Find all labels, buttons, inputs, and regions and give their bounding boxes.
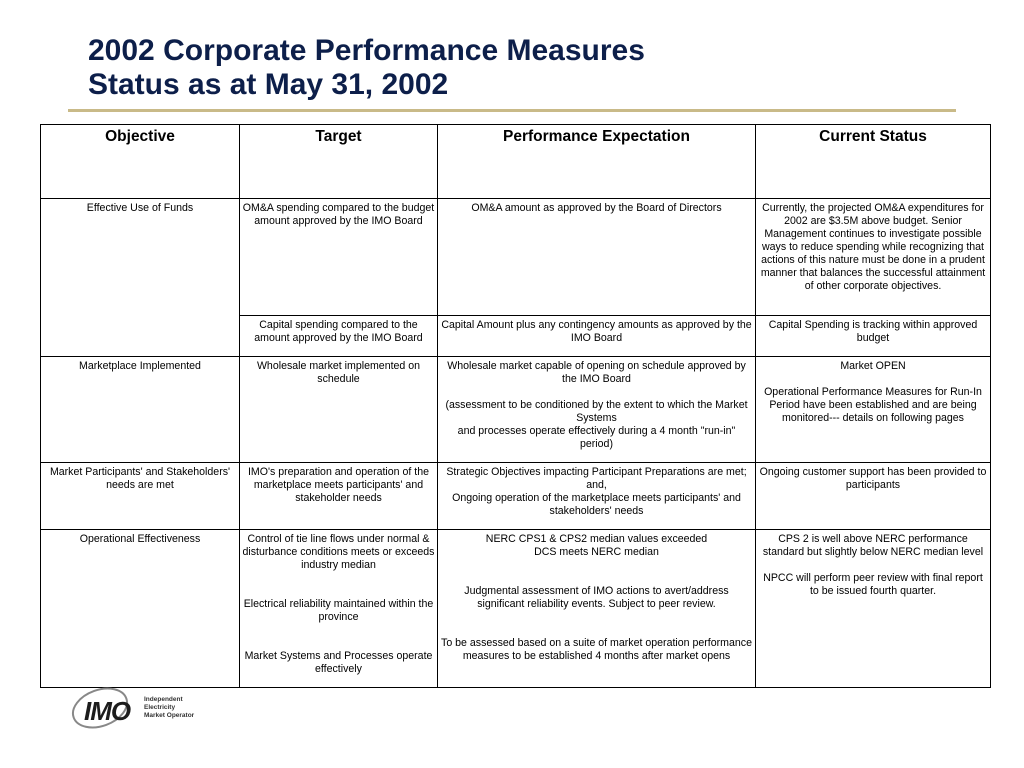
objective-cell: Effective Use of Funds: [40, 198, 240, 357]
table-row: Capital spending compared to the amount …: [41, 315, 991, 357]
logo-line: Independent: [144, 696, 183, 703]
header-target: Target: [239, 124, 438, 199]
expectation-text: NERC CPS1 & CPS2 median values exceeded: [485, 533, 708, 545]
target-cell: Wholesale market implemented on schedule: [239, 356, 438, 463]
title-line-1: 2002 Corporate Performance Measures: [88, 34, 645, 67]
expectation-cell: Capital Amount plus any contingency amou…: [437, 315, 756, 357]
target-cell: IMO's preparation and operation of the m…: [239, 462, 438, 530]
logo-wordmark: IMO: [84, 696, 131, 726]
logo-swoosh-icon: [71, 687, 129, 729]
status-text: NPCC will perform peer review with final…: [763, 572, 983, 597]
expectation-cell: Wholesale market capable of opening on s…: [437, 356, 756, 463]
table-row: Operational Effectiveness Control of tie…: [40, 529, 991, 688]
title-divider: [68, 109, 956, 112]
status-cell: Capital Spending is tracking within appr…: [755, 315, 991, 357]
target-text: Market Systems and Processes operate eff…: [244, 650, 433, 675]
objective-cell: Market Participants' and Stakeholders' n…: [40, 462, 240, 530]
header-objective: Objective: [40, 124, 240, 199]
status-text: Market OPEN: [840, 360, 906, 372]
imo-logo: IMO Independent Electricity Market Opera…: [70, 682, 210, 732]
header-current-status: Current Status: [755, 124, 991, 199]
table-row: Marketplace Implemented Wholesale market…: [40, 356, 991, 463]
objective-cell: Marketplace Implemented: [40, 356, 240, 463]
target-cell: OM&A spending compared to the budget amo…: [239, 198, 438, 316]
expectation-text: Strategic Objectives impacting Participa…: [446, 466, 747, 491]
title-line-2: Status as at May 31, 2002: [88, 68, 449, 101]
expectation-cell: OM&A amount as approved by the Board of …: [437, 198, 756, 316]
expectation-text: Wholesale market capable of opening on s…: [447, 360, 746, 385]
status-text: Operational Performance Measures for Run…: [764, 386, 982, 424]
target-cell: Capital spending compared to the amount …: [239, 315, 438, 357]
status-cell: Market OPEN Operational Performance Meas…: [755, 356, 991, 463]
expectation-text: To be assessed based on a suite of marke…: [441, 637, 752, 649]
logo-line: Market Operator: [144, 712, 195, 719]
expectation-text: (assessment to be conditioned by the ext…: [445, 399, 748, 424]
target-cell: Control of tie line flows under normal &…: [239, 529, 438, 688]
expectation-text: Judgmental assessment of IMO actions to …: [464, 585, 729, 610]
logo-subtitle: Independent Electricity Market Operator: [144, 696, 194, 720]
table-row: Effective Use of Funds OM&A spending com…: [40, 198, 991, 357]
status-cell: Currently, the projected OM&A expenditur…: [755, 198, 991, 316]
logo-line: Electricity: [144, 704, 176, 711]
status-cell: CPS 2 is well above NERC performance sta…: [755, 529, 991, 688]
table-row: Market Participants' and Stakeholders' n…: [40, 462, 991, 530]
expectation-text: measures to be established 4 months afte…: [462, 650, 731, 662]
page-title: 2002 Corporate Performance Measures Stat…: [88, 34, 645, 102]
target-text: Electrical reliability maintained within…: [243, 598, 434, 623]
objective-cell: Operational Effectiveness: [40, 529, 240, 688]
status-cell: Ongoing customer support has been provid…: [755, 462, 991, 530]
status-text: CPS 2 is well above NERC performance sta…: [762, 533, 984, 558]
header-performance-expectation: Performance Expectation: [437, 124, 756, 199]
expectation-text: and processes operate effectively during…: [457, 425, 736, 450]
target-text: Control of tie line flows under normal &…: [242, 533, 435, 571]
expectation-cell: NERC CPS1 & CPS2 median values exceeded …: [437, 529, 756, 688]
table-header-row: Objective Target Performance Expectation…: [40, 124, 991, 199]
performance-measures-table: Objective Target Performance Expectation…: [40, 124, 991, 688]
expectation-cell: Strategic Objectives impacting Participa…: [437, 462, 756, 530]
expectation-text: DCS meets NERC median: [534, 546, 659, 558]
expectation-text: Ongoing operation of the marketplace mee…: [452, 492, 741, 517]
